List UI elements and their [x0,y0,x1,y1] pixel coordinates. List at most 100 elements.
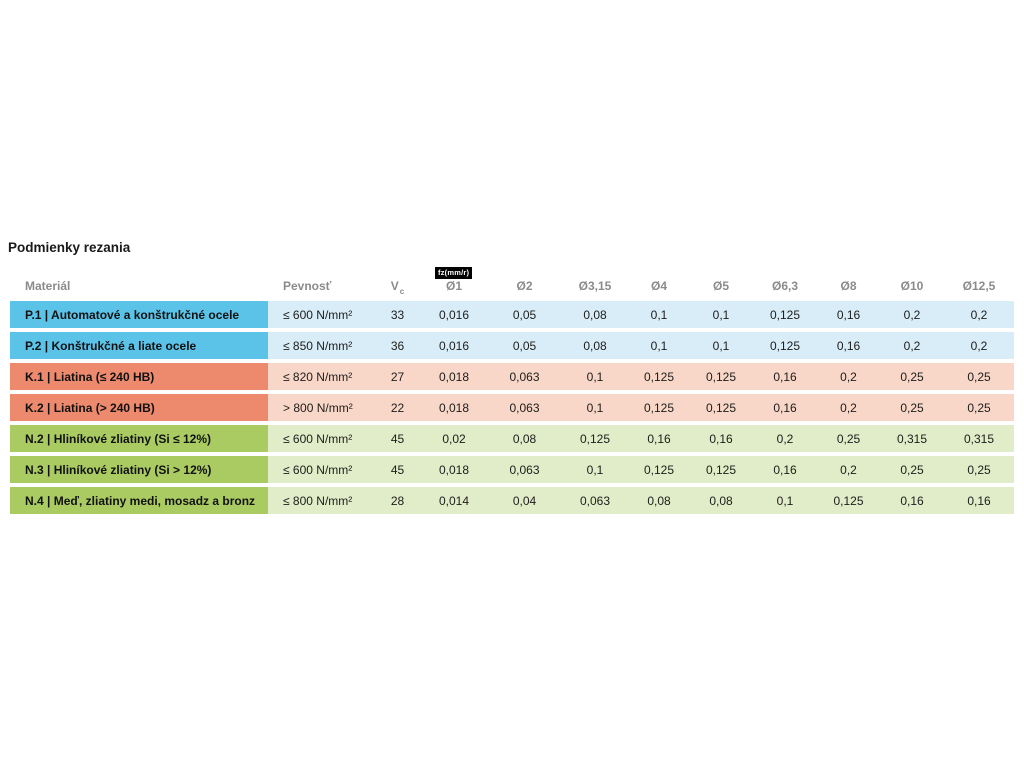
fz-cell: 0,016 [420,332,488,359]
table-row: N.2 | Hliníkové zliatiny (Si ≤ 12%) ≤ 60… [10,425,1014,452]
page-title: Podmienky rezania [8,240,131,255]
fz-cell: 0,16 [629,425,689,452]
fz-unit-badge: fz(mm/r) [435,267,473,279]
fz-cell: 0,063 [561,487,629,514]
fz-cell: 0,16 [753,394,817,421]
fz-cell: 0,125 [689,394,753,421]
fz-cell: 0,16 [817,332,880,359]
vc-cell: 28 [375,487,420,514]
col-header-diameter-4: Ø4 [650,279,667,293]
fz-cell: 0,125 [753,332,817,359]
col-header-label: Ø1 [445,279,462,293]
col-header-diameter-7: Ø8 [840,279,857,293]
material-cell: P.2 | Konštrukčné a liate ocele [10,332,268,359]
col-header-diameter-3: Ø3,15 [578,279,612,293]
material-cell: N.4 | Meď, zliatiny medi, mosadz a bronz [10,487,268,514]
vc-cell: 22 [375,394,420,421]
material-cell: K.2 | Liatina (> 240 HB) [10,394,268,421]
vc-cell: 27 [375,363,420,390]
fz-cell: 0,16 [817,301,880,328]
col-header-strength: Pevnosť [283,279,332,293]
strength-cell: ≤ 600 N/mm² [268,425,375,452]
table-row: N.3 | Hliníkové zliatiny (Si > 12%) ≤ 60… [10,456,1014,483]
vc-cell: 45 [375,425,420,452]
fz-cell: 0,25 [944,394,1014,421]
strength-cell: ≤ 800 N/mm² [268,487,375,514]
fz-cell: 0,1 [561,394,629,421]
col-header-diameter-5: Ø5 [712,279,729,293]
fz-cell: 0,063 [488,363,561,390]
fz-cell: 0,315 [880,425,944,452]
fz-cell: 0,125 [817,487,880,514]
fz-cell: 0,1 [561,363,629,390]
fz-cell: 0,2 [880,332,944,359]
fz-cell: 0,25 [817,425,880,452]
fz-cell: 0,25 [944,456,1014,483]
table-row: P.2 | Konštrukčné a liate ocele ≤ 850 N/… [10,332,1014,359]
fz-cell: 0,25 [880,456,944,483]
material-cell: N.2 | Hliníkové zliatiny (Si ≤ 12%) [10,425,268,452]
fz-cell: 0,1 [629,301,689,328]
table-row: P.1 | Automatové a konštrukčné ocele ≤ 6… [10,301,1014,328]
material-cell: N.3 | Hliníkové zliatiny (Si > 12%) [10,456,268,483]
col-header-diameter-1: fz(mm/r) Ø1 [420,265,488,297]
fz-cell: 0,125 [689,456,753,483]
fz-cell: 0,016 [420,301,488,328]
vc-symbol: V [390,279,399,293]
fz-cell: 0,25 [944,363,1014,390]
fz-cell: 0,014 [420,487,488,514]
fz-cell: 0,08 [561,301,629,328]
col-header-diameter-6: Ø6,3 [771,279,798,293]
fz-cell: 0,16 [880,487,944,514]
fz-cell: 0,08 [488,425,561,452]
fz-cell: 0,04 [488,487,561,514]
table-row: K.1 | Liatina (≤ 240 HB) ≤ 820 N/mm² 27 … [10,363,1014,390]
fz-cell: 0,2 [944,332,1014,359]
fz-cell: 0,05 [488,301,561,328]
col-header-diameter-2: Ø2 [516,279,533,293]
fz-cell: 0,125 [629,456,689,483]
vc-cell: 45 [375,456,420,483]
fz-cell: 0,125 [753,301,817,328]
fz-cell: 0,063 [488,456,561,483]
strength-cell: ≤ 600 N/mm² [268,301,375,328]
table-row: K.2 | Liatina (> 240 HB) > 800 N/mm² 22 … [10,394,1014,421]
fz-cell: 0,08 [629,487,689,514]
fz-cell: 0,05 [488,332,561,359]
fz-cell: 0,125 [629,363,689,390]
fz-cell: 0,16 [944,487,1014,514]
fz-cell: 0,125 [689,363,753,390]
strength-cell: ≤ 600 N/mm² [268,456,375,483]
fz-cell: 0,02 [420,425,488,452]
fz-cell: 0,25 [880,363,944,390]
fz-cell: 0,2 [817,394,880,421]
fz-cell: 0,25 [880,394,944,421]
material-cell: K.1 | Liatina (≤ 240 HB) [10,363,268,390]
table-row: N.4 | Meď, zliatiny medi, mosadz a bronz… [10,487,1014,514]
fz-cell: 0,08 [689,487,753,514]
fz-cell: 0,315 [944,425,1014,452]
fz-cell: 0,08 [561,332,629,359]
vc-subscript: c [399,287,405,296]
fz-cell: 0,1 [753,487,817,514]
fz-cell: 0,018 [420,456,488,483]
fz-cell: 0,1 [629,332,689,359]
fz-cell: 0,16 [753,456,817,483]
fz-cell: 0,018 [420,363,488,390]
fz-cell: 0,1 [689,301,753,328]
fz-cell: 0,2 [944,301,1014,328]
vc-cell: 33 [375,301,420,328]
fz-cell: 0,018 [420,394,488,421]
fz-cell: 0,125 [561,425,629,452]
fz-cell: 0,1 [561,456,629,483]
fz-cell: 0,063 [488,394,561,421]
strength-cell: > 800 N/mm² [268,394,375,421]
vc-cell: 36 [375,332,420,359]
strength-cell: ≤ 850 N/mm² [268,332,375,359]
fz-cell: 0,1 [689,332,753,359]
fz-cell: 0,2 [753,425,817,452]
